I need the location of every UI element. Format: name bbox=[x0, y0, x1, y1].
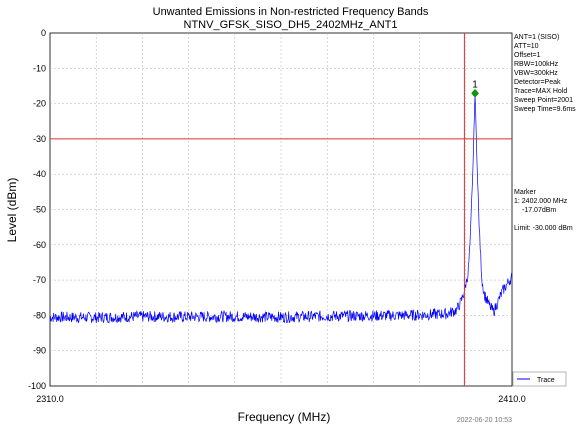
info-box: ANT=1 (SISO) ATT=10 Offset=1 RBW=100kHz … bbox=[514, 33, 576, 114]
info-line: Offset=1 bbox=[514, 52, 541, 59]
info-line: Detector=Peak bbox=[514, 79, 561, 86]
y-tick-label: -40 bbox=[33, 169, 46, 179]
y-axis-label: Level (dBm) bbox=[5, 178, 19, 243]
info-line: ANT=1 (SISO) bbox=[514, 34, 560, 41]
y-tick-label: -50 bbox=[33, 205, 46, 215]
marker-heading: Marker bbox=[514, 189, 536, 196]
limit-readout: Limit: -30.000 dBm bbox=[514, 225, 573, 232]
series-group bbox=[49, 93, 513, 324]
chart-subtitle: NTNV_GFSK_SISO_DH5_2402MHz_ANT1 bbox=[183, 19, 398, 31]
marker-box: Marker 1: 2402.000 MHz -17.07dBm Limit: … bbox=[514, 188, 573, 233]
trace-line bbox=[49, 93, 513, 324]
peak-marker bbox=[471, 88, 479, 98]
y-tick-label: -30 bbox=[33, 134, 46, 144]
legend-label-trace: Trace bbox=[537, 377, 555, 384]
info-line: RBW=100kHz bbox=[514, 61, 559, 68]
info-line: Trace=MAX Hold bbox=[514, 88, 568, 95]
y-tick-label: -80 bbox=[33, 310, 46, 320]
y-tick-label: -60 bbox=[33, 240, 46, 250]
y-tick-label: -100 bbox=[28, 381, 46, 391]
x-tick-label-end: 2410.0 bbox=[498, 394, 526, 404]
info-line: ATT=10 bbox=[514, 43, 539, 50]
x-axis-label: Frequency (MHz) bbox=[238, 410, 331, 424]
info-line: Sweep Time=9.6ms bbox=[514, 106, 576, 113]
y-tick-label: -70 bbox=[33, 275, 46, 285]
y-tick-label: -20 bbox=[33, 99, 46, 109]
overlay-group: 1 bbox=[50, 33, 512, 386]
peak-marker-label: 1 bbox=[472, 79, 478, 90]
timestamp: 2022-06-20 10:53 bbox=[457, 417, 512, 424]
marker-level: -17.07dBm bbox=[522, 207, 557, 214]
y-tick-label: 0 bbox=[41, 28, 46, 38]
info-line: VBW=300kHz bbox=[514, 70, 558, 77]
info-line: Sweep Point=2001 bbox=[514, 97, 573, 104]
x-tick-label-start: 2310.0 bbox=[36, 394, 64, 404]
chart-title: Unwanted Emissions in Non-restricted Fre… bbox=[152, 6, 429, 18]
marker-frequency: 1: 2402.000 MHz bbox=[514, 198, 568, 205]
y-tick-labels: 0 -10 -20 -30 -40 -50 -60 -70 -80 -90 -100 bbox=[28, 28, 46, 391]
legend-box bbox=[512, 371, 567, 387]
y-tick-label: -10 bbox=[33, 63, 46, 73]
y-tick-label: -90 bbox=[33, 346, 46, 356]
